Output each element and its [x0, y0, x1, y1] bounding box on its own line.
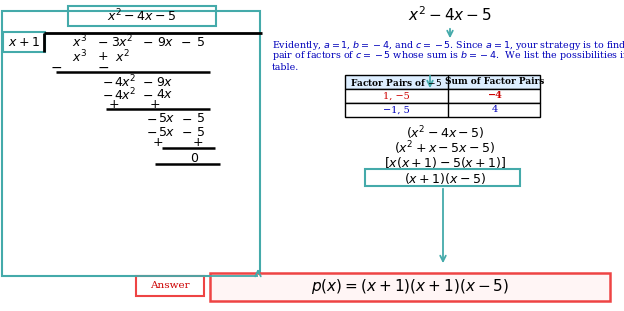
- Text: $5x$: $5x$: [158, 113, 176, 126]
- Text: $-$: $-$: [50, 60, 62, 74]
- Text: $4x^2$: $4x^2$: [114, 87, 136, 103]
- Bar: [68, 6, 216, 26]
- Text: $(x^2 - 4x - 5)$: $(x^2 - 4x - 5)$: [406, 124, 484, 142]
- Text: Sum of Factor Pairs: Sum of Factor Pairs: [446, 77, 545, 86]
- Text: $-$: $-$: [102, 76, 114, 89]
- Text: $x + 1$: $x + 1$: [8, 35, 40, 49]
- Text: $x^2 - 4x - 5$: $x^2 - 4x - 5$: [408, 6, 492, 24]
- Bar: [345, 89, 540, 103]
- Text: $4x$: $4x$: [156, 89, 173, 101]
- Text: $x^2 - 4x - 5$: $x^2 - 4x - 5$: [107, 8, 177, 24]
- Text: Evidently, $a = 1$, $b = -4$, and $c = -5$. Since $a = 1$, your strategy is to f: Evidently, $a = 1$, $b = -4$, and $c = -…: [272, 39, 624, 52]
- Text: $-$: $-$: [180, 35, 192, 49]
- Bar: [210, 273, 610, 301]
- Text: $+$: $+$: [97, 50, 109, 63]
- Text: $x^2$: $x^2$: [115, 49, 129, 65]
- Text: −1, 5: −1, 5: [383, 105, 409, 114]
- Text: $5$: $5$: [195, 35, 205, 49]
- Text: $5$: $5$: [195, 113, 205, 126]
- Text: $9x$: $9x$: [156, 76, 173, 89]
- Text: Answer: Answer: [150, 281, 190, 290]
- Text: $4x^2$: $4x^2$: [114, 74, 136, 90]
- Text: $-$: $-$: [142, 89, 154, 101]
- Text: $-$: $-$: [97, 60, 109, 74]
- Text: $-$: $-$: [142, 35, 154, 49]
- Text: $[x(x + 1) - 5(x + 1)]$: $[x(x + 1) - 5(x + 1)]$: [384, 156, 506, 170]
- Text: $-$: $-$: [182, 126, 193, 138]
- Text: $-$: $-$: [97, 35, 109, 49]
- Text: table.: table.: [272, 63, 300, 72]
- Bar: [136, 276, 204, 296]
- Text: −4: −4: [487, 91, 502, 100]
- Text: 4: 4: [492, 105, 498, 114]
- Text: $-$: $-$: [142, 76, 154, 89]
- Text: $+$: $+$: [149, 98, 160, 110]
- Bar: [3, 32, 45, 52]
- Text: $(x + 1)(x - 5)$: $(x + 1)(x - 5)$: [404, 170, 486, 185]
- Text: 1, −5: 1, −5: [383, 91, 409, 100]
- Text: $p(x) = (x + 1)(x + 1)(x - 5)$: $p(x) = (x + 1)(x + 1)(x - 5)$: [311, 277, 509, 296]
- Bar: [365, 169, 520, 186]
- Text: $+$: $+$: [152, 136, 163, 148]
- Text: $(x^2 + x - 5x - 5)$: $(x^2 + x - 5x - 5)$: [394, 139, 495, 157]
- Text: pair of factors of $c = -5$ whose sum is $b = -4$.  We list the possibilities in: pair of factors of $c = -5$ whose sum is…: [272, 49, 624, 63]
- Bar: [345, 75, 540, 89]
- Bar: [2, 11, 260, 276]
- Text: $-$: $-$: [102, 89, 114, 101]
- Text: $-$: $-$: [147, 126, 158, 138]
- Text: Factor Pairs of $-5$: Factor Pairs of $-5$: [350, 77, 442, 87]
- Text: $+$: $+$: [192, 136, 203, 148]
- Text: $9x$: $9x$: [157, 35, 175, 49]
- Text: $-$: $-$: [182, 113, 193, 126]
- Text: $+$: $+$: [109, 98, 120, 110]
- Text: $5x$: $5x$: [158, 126, 176, 138]
- Text: $5$: $5$: [195, 126, 205, 138]
- Text: $x^3$: $x^3$: [72, 49, 87, 65]
- Text: $3x^2$: $3x^2$: [110, 34, 134, 50]
- Text: $0$: $0$: [190, 151, 200, 165]
- Text: $-$: $-$: [147, 113, 158, 126]
- Text: $x^3$: $x^3$: [72, 34, 87, 50]
- Bar: [345, 103, 540, 117]
